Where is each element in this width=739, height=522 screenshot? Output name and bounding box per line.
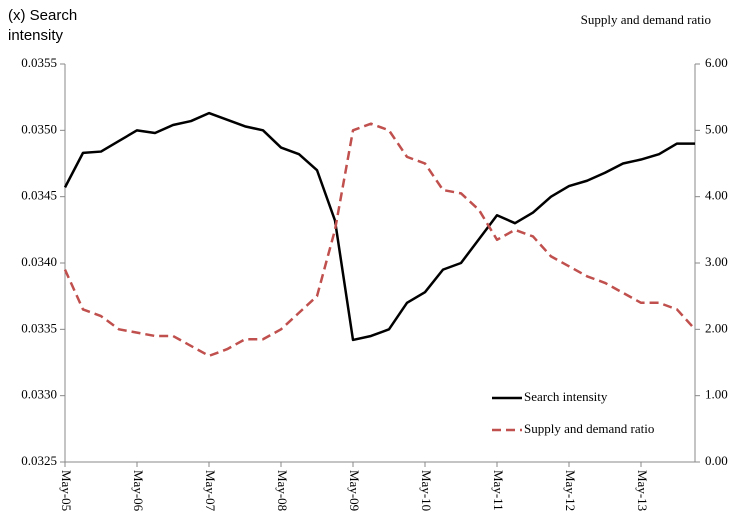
y2-axis-title: Supply and demand ratio bbox=[580, 12, 711, 27]
y2-tick-label: 1.00 bbox=[705, 387, 728, 402]
x-tick-label: May-10 bbox=[419, 470, 434, 511]
legend-label: Supply and demand ratio bbox=[524, 421, 654, 436]
x-tick-label: May-05 bbox=[59, 470, 74, 511]
y-tick-label: 0.0350 bbox=[21, 121, 57, 136]
y2-tick-label: 4.00 bbox=[705, 188, 728, 203]
x-tick-label: May-06 bbox=[131, 470, 146, 512]
x-tick-label: May-07 bbox=[203, 470, 218, 512]
y-tick-label: 0.0355 bbox=[21, 55, 57, 70]
y-tick-label: 0.0340 bbox=[21, 254, 57, 269]
y-axis-title: (x) Search intensity bbox=[8, 7, 78, 44]
x-tick-label: May-09 bbox=[347, 470, 362, 511]
y-tick-label: 0.0345 bbox=[21, 188, 57, 203]
x-tick-label: May-13 bbox=[635, 470, 650, 511]
x-tick-label: May-12 bbox=[563, 470, 578, 511]
y-tick-label: 0.0335 bbox=[21, 320, 57, 335]
y2-tick-label: 5.00 bbox=[705, 121, 728, 136]
legend-label: Search intensity bbox=[524, 389, 608, 404]
y2-tick-label: 6.00 bbox=[705, 55, 728, 70]
y-tick-label: 0.0330 bbox=[21, 387, 57, 402]
y-tick-label: 0.0325 bbox=[21, 453, 57, 468]
y2-tick-label: 3.00 bbox=[705, 254, 728, 269]
x-tick-label: May-11 bbox=[491, 470, 506, 511]
x-tick-label: May-08 bbox=[275, 470, 290, 511]
y2-tick-label: 2.00 bbox=[705, 320, 728, 335]
series-line bbox=[63, 122, 696, 358]
series-line bbox=[63, 111, 695, 342]
y2-tick-label: 0.00 bbox=[705, 453, 728, 468]
